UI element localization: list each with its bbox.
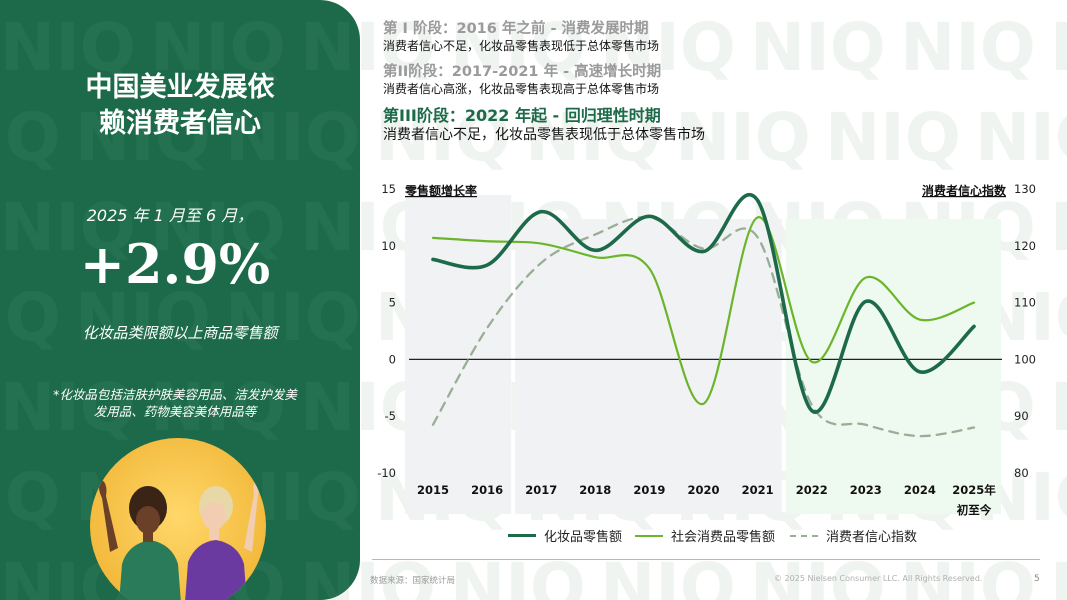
panel-title-line1: 中国美业发展依 [85, 72, 275, 103]
watermark-text: NIQ [600, 549, 736, 600]
legend-item: 社会消费品零售额 [635, 526, 775, 545]
y-right-tick: 110 [1014, 296, 1036, 310]
y-left-tick: 15 [381, 182, 396, 196]
x-tick: 2025年 [952, 483, 996, 497]
x-tick: 2023 [850, 483, 882, 497]
people-photo [90, 438, 266, 600]
x-tick: 2018 [579, 483, 611, 497]
x-tick: 2017 [525, 483, 557, 497]
watermark-text: NIQ [1050, 549, 1067, 600]
legend-label: 社会消费品零售额 [671, 530, 776, 545]
period-label: 2025 年 1 月至 6 月， [86, 206, 254, 225]
legend-item: 化妆品零售额 [508, 526, 622, 545]
phase-description: 消费者信心不足，化妆品零售表现低于总体零售市场 [383, 39, 660, 53]
series-line-3 [431, 215, 976, 438]
y-left-tick: 5 [389, 296, 396, 310]
x-tick: 2020 [687, 483, 719, 497]
phase-title: 第III阶段：2022 年起 - 回归理性时期 [383, 106, 661, 125]
page-number: 5 [1034, 574, 1040, 584]
growth-value: +2.9% [79, 232, 271, 296]
watermark-text: NIQ [300, 549, 360, 600]
copyright: © 2025 Nielsen Consumer LLC. All Rights … [774, 574, 983, 583]
phase-description: 消费者信心不足，化妆品零售表现低于总体零售市场 [383, 127, 705, 143]
x-tick: 2022 [796, 483, 828, 497]
panel-title: 中国美业发展依 赖消费者信心 [0, 70, 360, 142]
legend-label: 化妆品零售额 [544, 530, 623, 545]
right-axis-label: 消费者信心指数 [922, 183, 1007, 198]
chart-legend: 化妆品零售额 社会消费品零售额 消费者信心指数 [508, 526, 928, 545]
phase-2-background [515, 219, 782, 514]
phase-title: 第 I 阶段：2016 年之前 - 消费发展时期 [383, 21, 649, 37]
y-left-tick: -5 [385, 409, 396, 423]
footnote: *化妆品包括洁肤护肤美容用品、洁发护发美 发用品、药物美容美体用品等 [30, 386, 320, 420]
y-right-tick: 100 [1014, 352, 1036, 366]
y-right-tick: 120 [1014, 239, 1036, 253]
phase-title: 第II阶段：2017-2021 年 - 高速增长时期 [383, 64, 662, 80]
series-line-1 [431, 193, 976, 414]
series-line-2 [431, 216, 976, 405]
y-right-tick: 130 [1014, 182, 1036, 196]
left-axis-label: 零售额增长率 [404, 183, 477, 198]
line-chart: 零售额增长率 消费者信心指数 15 10 5 0 -5 -10 130 120 110 100 90 80… [377, 182, 1036, 517]
y-right-tick: 80 [1014, 466, 1029, 480]
x-tick: 2016 [471, 483, 503, 497]
legend-swatch [790, 534, 818, 537]
panel-title-line2: 赖消费者信心 [99, 108, 261, 139]
phase-description: 消费者信心高涨，化妆品零售表现高于总体零售市场 [383, 82, 660, 96]
legend-item: 消费者信心指数 [790, 526, 917, 545]
data-source: 数据来源：国家统计局 [370, 576, 456, 586]
y-left-tick: -10 [377, 466, 396, 480]
y-left-tick: 10 [381, 239, 396, 253]
category-label: 化妆品类限额以上商品零售额 [82, 324, 278, 342]
y-right-tick: 90 [1014, 409, 1029, 423]
y-left-tick: 0 [389, 352, 396, 366]
legend-label: 消费者信心指数 [826, 530, 918, 545]
watermark-text: NIQ [0, 459, 61, 536]
x-tick: 2024 [904, 483, 936, 497]
footnote-line2: 发用品、药物美容美体用品等 [93, 404, 257, 419]
phase-1-background [405, 195, 512, 514]
watermark-text: NIQ [1050, 9, 1067, 86]
phase-3-background [785, 219, 1002, 514]
watermark-text: NIQ [450, 549, 586, 600]
x-tick-line2: 初至今 [957, 503, 992, 517]
legend-swatch [508, 534, 536, 537]
footer-divider [372, 559, 1040, 560]
watermark-text: NIQ [1050, 369, 1067, 446]
x-tick: 2015 [417, 483, 449, 497]
legend-swatch [635, 534, 663, 537]
phase-list: 第 I 阶段：2016 年之前 - 消费发展时期 消费者信心不足，化妆品零售表现低… [383, 20, 1043, 153]
x-tick: 2019 [633, 483, 665, 497]
x-tick: 2021 [742, 483, 774, 497]
left-panel: NIQNIQNIQNIQNIQNIQNIQNIQNIQNIQNIQNIQNIQN… [0, 0, 360, 600]
watermark-text: NIQ [1050, 189, 1067, 266]
footnote-line1: *化妆品包括洁肤护肤美容用品、洁发护发美 [53, 387, 297, 402]
